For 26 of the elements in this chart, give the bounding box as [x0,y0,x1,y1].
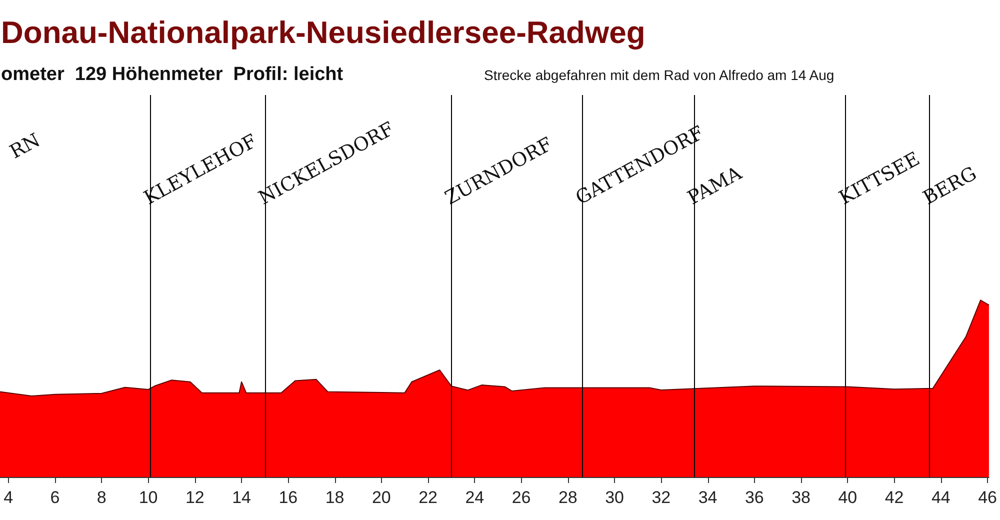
x-tick-label: 38 [792,488,810,507]
x-tick-label: 22 [418,488,438,507]
x-tick-label: 30 [605,488,624,507]
x-tick-label: 42 [884,488,904,507]
chart-title: Donau-Nationalpark-Neusiedlersee-Radweg [1,15,646,50]
x-tick-label: 20 [372,488,391,507]
x-tick-label: 6 [50,488,60,507]
x-tick-label: 12 [185,488,204,507]
x-tick-label: 26 [512,488,531,507]
chart-subtitle: ometer 129 Höhenmeter Profil: leicht [1,64,344,85]
x-tick-label: 34 [698,488,718,507]
x-tick-label: 44 [931,488,950,507]
x-tick-label: 8 [96,488,106,507]
x-tick-label: 36 [744,488,764,507]
x-tick-label: 40 [838,488,858,507]
text: Strecke abgefahren mit dem Rad von Alfredo am 14 Aug [484,67,834,83]
x-tick-label: 10 [138,488,158,507]
x-tick-label: 18 [325,488,344,507]
x-tick-label: 28 [558,488,578,507]
text: RN [6,129,44,164]
x-tick-label: 32 [652,488,671,507]
x-tick-label: 14 [232,488,251,507]
x-tick-label: 24 [465,488,484,507]
x-tick-label: 4 [4,488,14,507]
x-tick-label: 16 [278,488,298,507]
x-tick-label: 46 [978,488,998,507]
